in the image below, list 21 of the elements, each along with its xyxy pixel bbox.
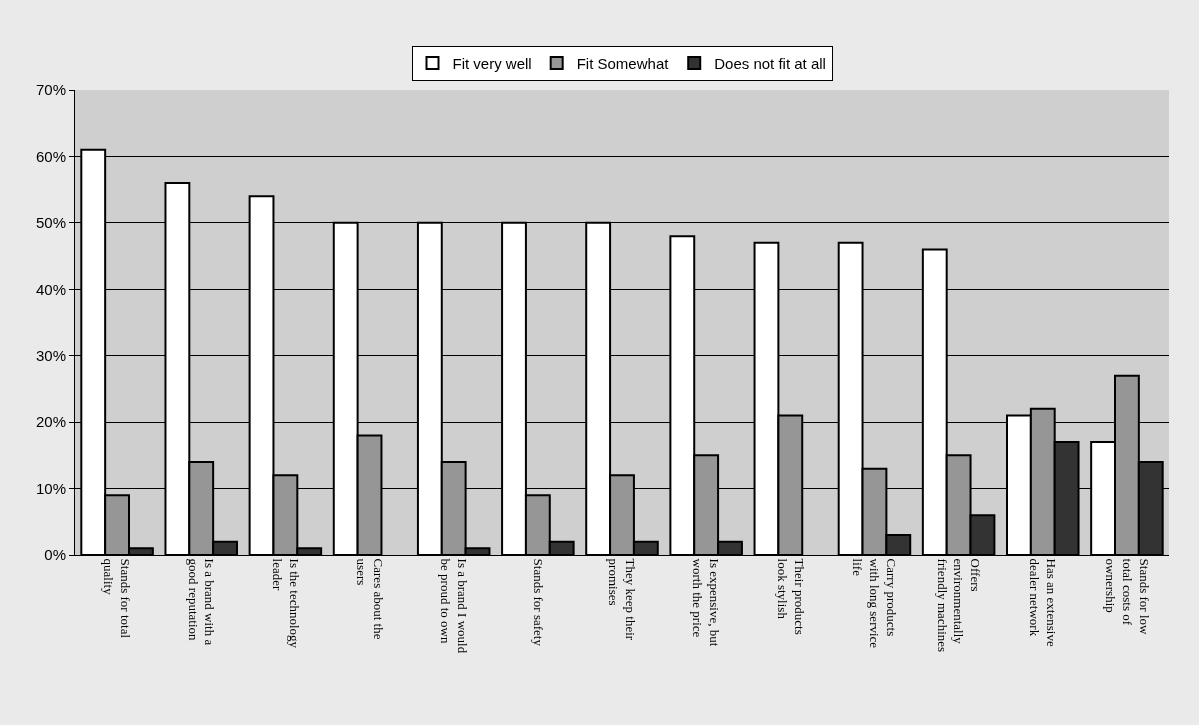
legend-label: Fit Somewhat: [576, 54, 670, 72]
legend-label: Fit very well: [452, 54, 532, 72]
y-tick-label: 0%: [44, 546, 66, 564]
x-tick-label: Their products look stylish: [774, 558, 807, 635]
y-tick-label: 10%: [35, 479, 66, 497]
x-tick-label: They keep their promises: [606, 558, 639, 641]
y-tick-label: 30%: [35, 346, 66, 364]
y-tick-label: 40%: [35, 280, 66, 298]
x-tick-label: Carry products with long service life: [850, 558, 900, 649]
y-tick-label: 20%: [35, 413, 66, 431]
y-tick-label: 70%: [35, 81, 66, 99]
x-tick-label: Is a brand with a good reputation: [185, 558, 218, 646]
x-tick-label: Stands for safety: [530, 558, 546, 647]
x-tick-label: Cares about the users: [353, 558, 386, 640]
x-tick-label: Stands for total quality: [101, 558, 134, 639]
y-tick-label: 60%: [35, 147, 66, 165]
x-tick-label: Is the technology leader: [269, 558, 302, 649]
y-tick-label: 50%: [35, 214, 66, 232]
legend-label: Does not fit at all: [714, 54, 826, 72]
x-tick-label: Is expensive, but worth the price: [690, 558, 723, 647]
x-tick-label: Stands for low total costs of ownership: [1102, 558, 1152, 636]
